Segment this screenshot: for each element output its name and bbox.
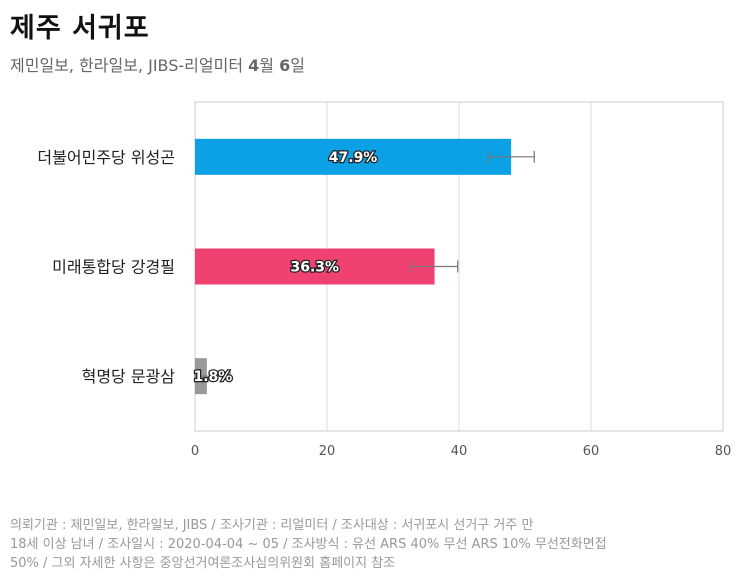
- bar: [195, 138, 512, 175]
- footnote-line-3: 50% / 그외 자세한 사항은 중앙선거여론조사심의위원회 홈페이지 참조: [10, 556, 396, 571]
- data-label: 1.8%: [193, 369, 232, 385]
- data-label: 47.9%: [329, 150, 378, 166]
- x-tick-label: 20: [319, 444, 336, 459]
- subtitle-month-unit: 월: [259, 56, 280, 75]
- category-label: 더불어민주당 위성곤: [37, 148, 175, 167]
- subtitle-day: 6: [279, 56, 291, 75]
- chart-subtitle: 제민일보, 한라일보, JIBS-리얼미터 4월 6일: [10, 52, 305, 76]
- subtitle-month: 4: [248, 56, 260, 75]
- footnote-line-2: 18세 이상 남녀 / 조사일시 : 2020-04-04 ~ 05 / 조사방…: [10, 537, 607, 552]
- survey-footnote: 의뢰기관 : 제민일보, 한라일보, JIBS / 조사기관 : 리얼미터 / …: [10, 516, 660, 573]
- x-tick-label: 80: [715, 444, 732, 459]
- data-label: 36.3%: [291, 260, 340, 276]
- footnote-line-1: 의뢰기관 : 제민일보, 한라일보, JIBS / 조사기관 : 리얼미터 / …: [10, 518, 534, 533]
- bar: [195, 248, 435, 285]
- chart-title: 제주 서귀포: [10, 13, 150, 44]
- bar-chart: 0 20 40 60 80 더불어민주당 위성곤 47.9% 미래통합당 강경필 36.3% 혁명…: [37, 101, 732, 459]
- x-tick-label: 0: [191, 444, 199, 459]
- x-tick-label: 40: [451, 444, 468, 459]
- subtitle-day-unit: 일: [290, 56, 305, 75]
- x-tick-label: 60: [583, 444, 600, 459]
- subtitle-source: 제민일보, 한라일보, JIBS-리얼미터: [10, 56, 249, 75]
- category-label: 미래통합당 강경필: [52, 258, 175, 277]
- category-label: 혁명당 문광삼: [82, 367, 176, 386]
